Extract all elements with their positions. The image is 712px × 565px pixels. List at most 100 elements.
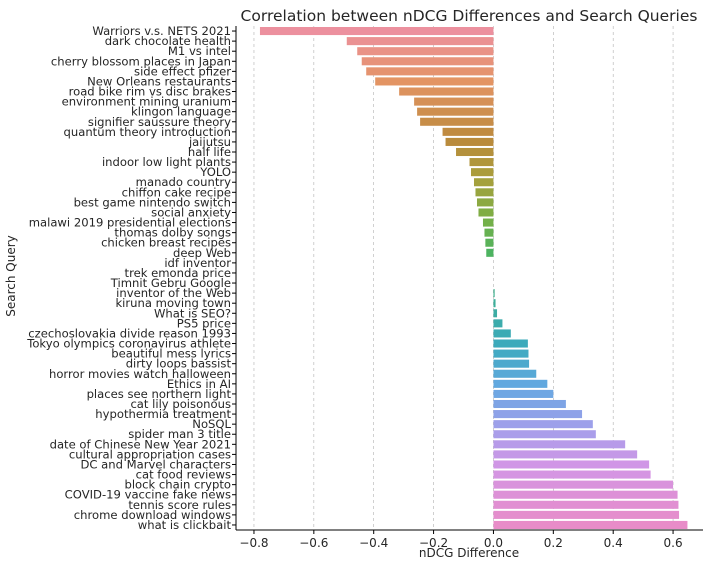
x-tick-label: −0.6 (299, 536, 328, 550)
category-label: chicken breast recipes (101, 236, 231, 250)
category-label: half life (188, 145, 231, 159)
bar (493, 490, 678, 499)
category-label: block chain crypto (124, 478, 231, 492)
category-label: dark chocolate health (105, 34, 231, 48)
category-label: idf inventor (164, 256, 231, 270)
bar (493, 520, 688, 529)
bar (445, 137, 494, 146)
category-label: chiffon cake recipe (122, 185, 231, 199)
bar (493, 399, 566, 409)
category-label: manado country (136, 175, 231, 189)
category-label: cat lily poisonous (130, 397, 231, 411)
bar (493, 510, 680, 519)
bar (493, 369, 537, 378)
category-label: what is clickbait (138, 518, 232, 532)
category-label: cultural appropriation cases (69, 447, 231, 461)
category-label: trek emonda price (125, 266, 231, 280)
bar (484, 228, 494, 237)
category-label: date of Chinese New Year 2021 (50, 437, 231, 451)
category-label: deep Web (173, 246, 231, 260)
bar (361, 57, 494, 66)
bar (493, 339, 528, 348)
category-label: road bike rim vs disc brakes (69, 85, 231, 99)
category-label: indoor low light plants (102, 155, 231, 169)
bar (486, 248, 494, 257)
bar (493, 430, 596, 439)
x-tick-label: −0.8 (239, 536, 268, 550)
bar (493, 289, 495, 298)
bar (420, 117, 494, 126)
category-label: kiruna moving town (115, 296, 231, 310)
category-label: jaijutsu (188, 135, 231, 149)
category-label: thomas dolby songs (114, 226, 231, 240)
bar (366, 67, 494, 76)
category-label: environment mining uranium (62, 95, 231, 109)
chart-title: Correlation between nDCG Differences and… (241, 7, 698, 25)
category-label: dirty loops bassist (126, 357, 232, 371)
bar (493, 460, 650, 469)
plot-frame (232, 26, 703, 534)
bar (493, 329, 511, 338)
bar (493, 450, 638, 459)
category-label: M1 vs intel (168, 44, 231, 58)
bar (485, 238, 494, 247)
category-label: signifier saussure theory (88, 115, 231, 129)
category-label: beautiful mess lyrics (111, 347, 231, 361)
category-label: quantum theory introduction (64, 125, 231, 139)
bar (375, 77, 494, 86)
x-tick-label: −0.4 (359, 536, 388, 550)
bar (493, 410, 583, 419)
bar (493, 500, 679, 509)
bar (473, 178, 494, 187)
category-label: czechoslovakia divide reason 1993 (28, 326, 231, 340)
bar (493, 420, 593, 429)
category-label: social anxiety (151, 205, 231, 219)
x-tick-label: 0.2 (544, 536, 563, 550)
bar (493, 309, 498, 318)
bar (399, 87, 494, 96)
x-tick-label: −0.2 (419, 536, 448, 550)
category-label: tennis score rules (128, 498, 231, 512)
x-tick-label: 0.4 (604, 536, 623, 550)
category-label: klingon language (131, 105, 231, 119)
category-label: cat food reviews (136, 468, 231, 482)
category-label: Warriors v.s. NETS 2021 (92, 24, 231, 38)
bar (493, 299, 496, 308)
category-label: chrome download windows (74, 508, 231, 522)
category-label: Timnit Gebru Google (110, 276, 231, 290)
bar (476, 198, 494, 207)
bar (493, 440, 626, 449)
bar (493, 379, 548, 388)
category-label: DC and Marvel characters (80, 457, 231, 471)
bar (478, 208, 494, 217)
category-label: PS5 price (177, 316, 231, 330)
x-tick-labels: −0.8 −0.6 −0.4 −0.2 0.0 0.2 0.4 0.6 (239, 536, 682, 550)
bar (259, 27, 494, 36)
category-label: cherry blossom places in Japan (51, 54, 231, 68)
bar (493, 480, 674, 489)
bars (259, 27, 688, 529)
x-tick-label: 0.6 (664, 536, 683, 550)
category-label: best game nintendo switch (74, 195, 231, 209)
bar (482, 218, 494, 227)
bar (442, 127, 494, 136)
bar (493, 359, 530, 368)
bar (417, 107, 494, 116)
category-label: Tokyo olympics coronavirus athlete (26, 337, 231, 351)
bar (493, 319, 503, 328)
category-label: places see northern light (87, 387, 232, 401)
bar (414, 97, 494, 106)
category-label: COVID-19 vaccine fake news (65, 488, 231, 502)
category-label: inventor of the Web (116, 286, 231, 300)
bar (346, 37, 494, 46)
y-axis-title: Search Query (4, 235, 18, 317)
category-label: malawi 2019 presidential elections (29, 216, 231, 230)
bar (493, 349, 529, 358)
bar (470, 168, 494, 177)
x-axis-title: nDCG Difference (419, 546, 519, 560)
category-label: hypothermia treatment (95, 407, 231, 421)
category-label: What is SEO? (154, 306, 231, 320)
bar (475, 188, 494, 197)
